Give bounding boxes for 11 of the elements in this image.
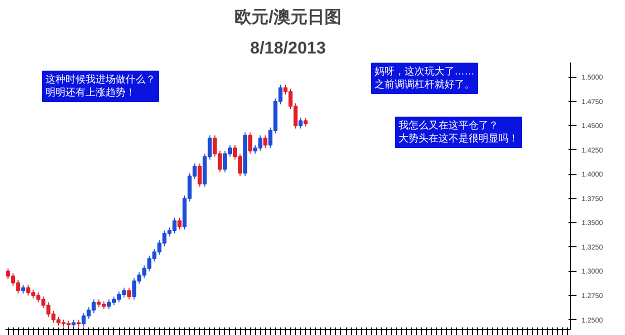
annotation: 妈呀，这次玩大了……之前调调杠杆就好了。 (374, 65, 474, 90)
candlestick (298, 117, 303, 130)
candlestick (248, 132, 252, 154)
candlestick (127, 287, 132, 300)
candlestick (263, 134, 268, 148)
candlestick (198, 162, 202, 188)
candlestick (178, 217, 182, 230)
chart-title: 欧元/澳元日图 (234, 8, 342, 26)
chart-subtitle: 8/18/2013 (250, 38, 326, 58)
annotation: 这种时候我进场做什么？明明还有上涨趋势！ (46, 73, 156, 98)
annotation: 我怎么又在这平仓了？大势头在这不是很明显吗！ (398, 119, 518, 144)
